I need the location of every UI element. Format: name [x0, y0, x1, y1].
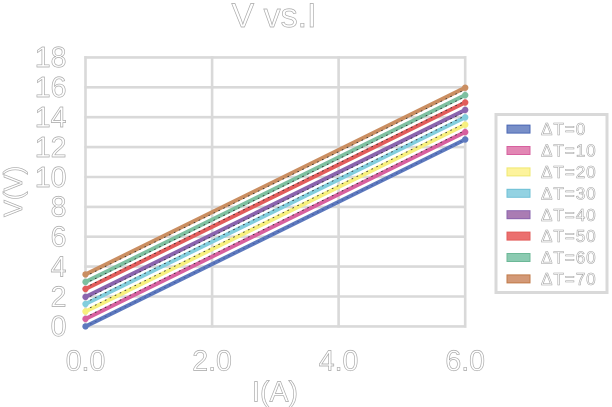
- svg-text:ΔT=20: ΔT=20: [541, 162, 597, 182]
- svg-text:ΔT=60: ΔT=60: [541, 248, 597, 268]
- svg-text:10: 10: [35, 162, 67, 194]
- svg-text:12: 12: [35, 132, 67, 164]
- svg-text:6: 6: [51, 222, 67, 254]
- svg-text:4.0: 4.0: [319, 346, 359, 378]
- svg-text:4: 4: [51, 251, 67, 283]
- svg-text:14: 14: [35, 102, 67, 134]
- svg-text:ΔT=40: ΔT=40: [541, 205, 597, 225]
- svg-text:ΔT=10: ΔT=10: [541, 141, 597, 161]
- svg-text:16: 16: [35, 72, 67, 104]
- svg-text:8: 8: [51, 192, 67, 224]
- svg-text:ΔT=30: ΔT=30: [541, 183, 597, 203]
- svg-text:2.0: 2.0: [192, 346, 232, 378]
- svg-text:0: 0: [51, 311, 67, 343]
- svg-text:2: 2: [51, 281, 67, 313]
- svg-text:I(A): I(A): [252, 377, 298, 407]
- svg-text:ΔT=50: ΔT=50: [541, 226, 597, 246]
- svg-text:18: 18: [35, 42, 67, 74]
- svg-text:V(V): V(V): [0, 166, 28, 217]
- svg-text:0.0: 0.0: [66, 346, 106, 378]
- svg-text:ΔT=0: ΔT=0: [541, 119, 586, 139]
- svg-text:6.0: 6.0: [445, 346, 485, 378]
- svg-text:V vs.I: V vs.I: [231, 0, 316, 35]
- svg-text:ΔT=70: ΔT=70: [541, 269, 597, 289]
